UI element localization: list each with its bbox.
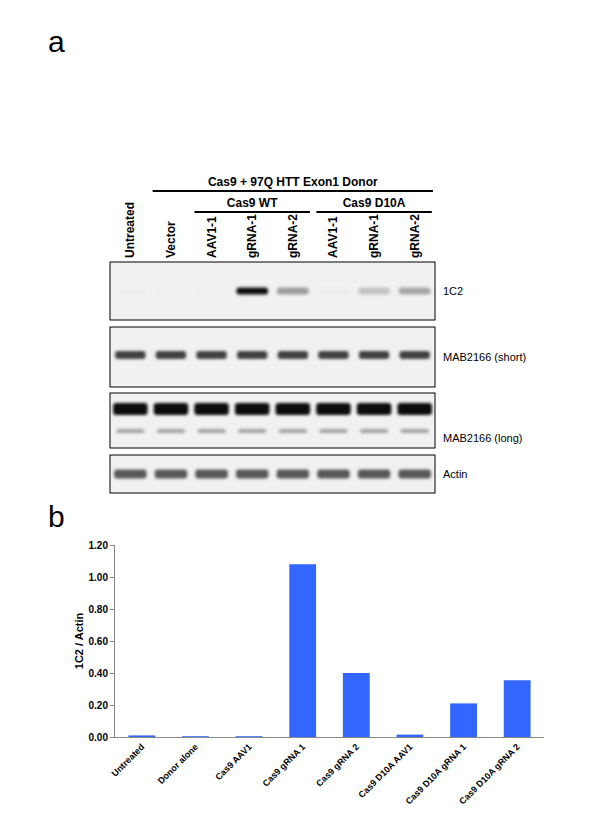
svg-text:1C2 / Actin: 1C2 / Actin: [73, 613, 85, 670]
svg-text:gRNA-2: gRNA-2: [286, 214, 300, 258]
svg-text:Cas9 gRNA 1: Cas9 gRNA 1: [260, 742, 307, 789]
svg-text:Cas9 D10A AAV1: Cas9 D10A AAV1: [356, 742, 414, 800]
svg-text:gRNA-1: gRNA-1: [367, 214, 381, 258]
svg-text:Untreated: Untreated: [123, 202, 137, 258]
svg-text:Cas9 AAV1: Cas9 AAV1: [213, 742, 253, 782]
svg-text:MAB2166 (short): MAB2166 (short): [443, 351, 526, 363]
svg-text:Cas9 WT: Cas9 WT: [227, 196, 278, 210]
svg-text:0.40: 0.40: [89, 668, 109, 679]
svg-text:1.20: 1.20: [89, 540, 109, 551]
svg-text:Actin: Actin: [443, 468, 467, 480]
svg-text:Cas9 gRNA 2: Cas9 gRNA 2: [314, 742, 361, 789]
svg-text:Vector: Vector: [164, 221, 178, 258]
svg-text:0.60: 0.60: [89, 636, 109, 647]
svg-text:0.20: 0.20: [89, 700, 109, 711]
svg-text:1C2: 1C2: [443, 285, 463, 297]
svg-text:gRNA-1: gRNA-1: [245, 214, 259, 258]
svg-text:0.80: 0.80: [89, 604, 109, 615]
svg-text:a: a: [48, 25, 65, 58]
svg-text:Donor alone: Donor alone: [156, 742, 200, 786]
svg-text:Cas9 D10A gRNA 1: Cas9 D10A gRNA 1: [404, 742, 469, 807]
svg-text:Cas9 D10A gRNA 2: Cas9 D10A gRNA 2: [457, 742, 522, 807]
svg-text:MAB2166 (long): MAB2166 (long): [443, 432, 523, 444]
svg-text:AAV1-1: AAV1-1: [326, 216, 340, 258]
svg-text:0.00: 0.00: [89, 732, 109, 743]
html-text:b: b: [48, 500, 65, 533]
svg-text:1.00: 1.00: [89, 572, 109, 583]
svg-text:Untreated: Untreated: [110, 742, 147, 779]
svg-text:gRNA-2: gRNA-2: [408, 214, 422, 258]
svg-text:AAV1-1: AAV1-1: [205, 216, 219, 258]
svg-text:Cas9 D10A: Cas9 D10A: [343, 196, 406, 210]
svg-text:Cas9 + 97Q HTT Exon1 Donor: Cas9 + 97Q HTT Exon1 Donor: [208, 175, 378, 189]
